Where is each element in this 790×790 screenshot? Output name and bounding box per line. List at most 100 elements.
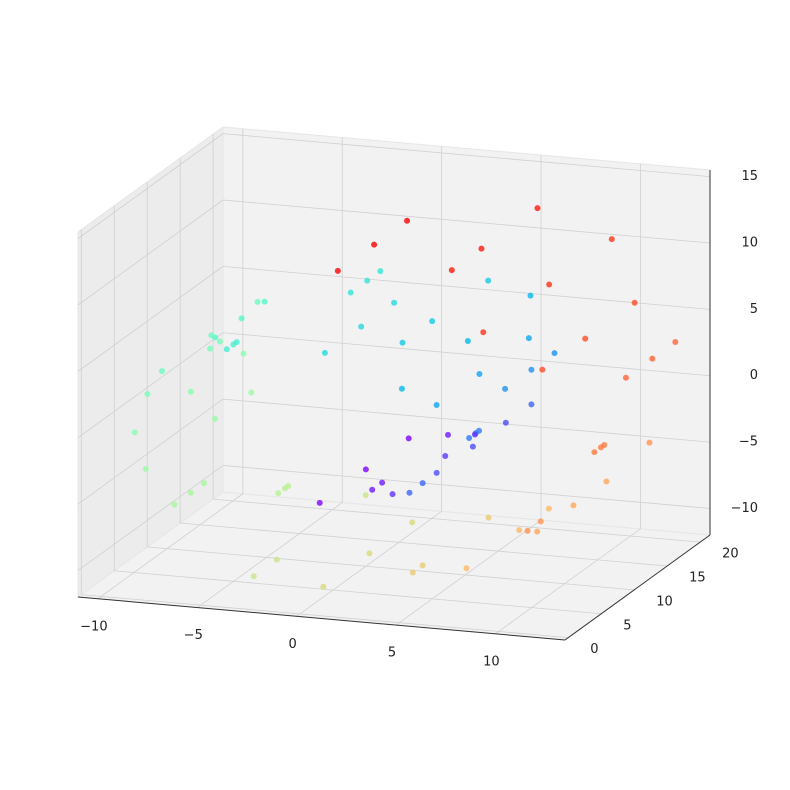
- point: [391, 299, 398, 306]
- grid-line: [77, 332, 224, 439]
- point: [208, 332, 215, 339]
- point: [362, 492, 369, 499]
- point: [448, 267, 455, 274]
- point: [442, 453, 449, 460]
- grid-line: [222, 199, 711, 244]
- point: [404, 217, 411, 224]
- point: [525, 335, 532, 342]
- point: [445, 431, 452, 438]
- point: [527, 292, 534, 299]
- point: [551, 350, 558, 357]
- point: [377, 268, 384, 275]
- point: [469, 443, 476, 450]
- x-tick-label: −5: [184, 628, 203, 643]
- point: [273, 556, 280, 563]
- point: [316, 499, 323, 506]
- z-tick-label: 0: [750, 368, 758, 383]
- z-tick-label: 10: [741, 236, 758, 251]
- point: [649, 355, 656, 362]
- point: [464, 338, 471, 345]
- y-tick-label: 15: [689, 571, 706, 586]
- point: [364, 277, 371, 284]
- grid-line: [395, 519, 542, 626]
- point: [320, 583, 327, 590]
- point: [539, 366, 546, 373]
- point: [131, 429, 138, 436]
- point: [419, 562, 426, 569]
- point: [476, 370, 483, 377]
- point: [366, 550, 373, 557]
- point: [528, 366, 535, 373]
- point: [502, 385, 509, 392]
- grid-line: [77, 133, 224, 239]
- point: [534, 528, 541, 535]
- point: [608, 236, 615, 243]
- grid-line: [222, 398, 711, 443]
- point: [524, 527, 531, 534]
- grid-line: [180, 522, 668, 567]
- x-tick-label: 10: [483, 654, 500, 669]
- y-tick-label: 5: [623, 618, 631, 633]
- point: [254, 298, 261, 305]
- point: [480, 329, 487, 336]
- point: [516, 527, 523, 534]
- y-tick-label: 20: [722, 547, 739, 562]
- point: [537, 518, 544, 525]
- z-tick-label: 15: [741, 169, 758, 184]
- axis-line: [77, 596, 566, 641]
- point: [485, 514, 492, 521]
- point: [405, 435, 412, 442]
- point: [261, 298, 268, 305]
- point: [238, 315, 245, 322]
- point: [545, 505, 552, 512]
- grid-line: [222, 265, 711, 310]
- x-tick-label: 5: [388, 646, 396, 661]
- point: [429, 318, 436, 325]
- z-tick-label: −10: [731, 501, 758, 516]
- point: [471, 431, 478, 438]
- grid-line: [147, 546, 635, 591]
- grid-line: [77, 465, 224, 571]
- point: [463, 565, 470, 572]
- point: [321, 349, 328, 356]
- y-tick-label: 0: [590, 642, 598, 657]
- x-tick-label: 0: [289, 637, 297, 652]
- point: [419, 480, 426, 487]
- panes: [76, 126, 712, 641]
- back-pane: [222, 126, 711, 536]
- point: [250, 573, 257, 580]
- z-tick-label: 5: [750, 302, 758, 317]
- point: [591, 449, 598, 456]
- point: [409, 519, 416, 526]
- point: [223, 346, 230, 353]
- point: [406, 489, 413, 496]
- point: [601, 442, 608, 449]
- point: [528, 401, 535, 408]
- point: [399, 339, 406, 346]
- point: [347, 289, 354, 296]
- grid-line: [296, 510, 442, 617]
- point: [398, 385, 405, 392]
- point: [158, 368, 165, 375]
- y-tick-label: 10: [656, 594, 673, 609]
- point: [478, 245, 485, 252]
- grid-line: [213, 498, 701, 543]
- point: [201, 480, 208, 487]
- point: [275, 490, 282, 497]
- point: [207, 345, 214, 352]
- point: [546, 281, 553, 288]
- grid-line: [77, 266, 224, 372]
- grid-line: [97, 493, 244, 600]
- point: [187, 388, 194, 395]
- point: [466, 434, 473, 441]
- grid-line: [81, 594, 569, 639]
- point: [485, 277, 492, 284]
- point: [371, 241, 378, 248]
- grid-line: [77, 398, 224, 505]
- point: [409, 569, 416, 576]
- point: [389, 491, 396, 498]
- point: [433, 469, 440, 476]
- point: [534, 205, 541, 212]
- point: [476, 427, 483, 434]
